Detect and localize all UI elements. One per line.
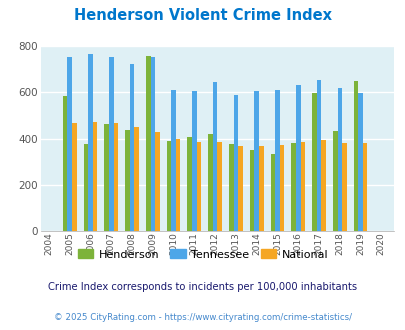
Bar — [134, 127, 139, 231]
Bar — [332, 131, 337, 231]
Bar — [295, 85, 300, 231]
Bar — [166, 141, 171, 231]
Bar — [233, 95, 238, 231]
Bar — [171, 90, 175, 231]
Bar — [155, 132, 159, 231]
Bar — [212, 82, 217, 231]
Bar — [192, 91, 196, 231]
Bar — [320, 140, 325, 231]
Bar — [208, 134, 212, 231]
Bar — [88, 54, 92, 231]
Bar — [311, 93, 316, 231]
Bar — [187, 137, 192, 231]
Bar — [254, 91, 258, 231]
Text: © 2025 CityRating.com - https://www.cityrating.com/crime-statistics/: © 2025 CityRating.com - https://www.city… — [54, 314, 351, 322]
Bar — [145, 56, 150, 231]
Bar — [249, 150, 254, 231]
Bar — [238, 146, 242, 231]
Bar — [316, 80, 320, 231]
Bar — [341, 143, 346, 231]
Text: Crime Index corresponds to incidents per 100,000 inhabitants: Crime Index corresponds to incidents per… — [48, 282, 357, 292]
Bar — [104, 124, 109, 231]
Bar — [113, 123, 118, 231]
Bar — [353, 81, 357, 231]
Bar — [217, 142, 222, 231]
Bar — [63, 96, 67, 231]
Bar — [83, 144, 88, 231]
Bar — [337, 87, 341, 231]
Bar — [279, 145, 283, 231]
Bar — [150, 57, 155, 231]
Bar — [175, 139, 180, 231]
Bar — [291, 143, 295, 231]
Text: Henderson Violent Crime Index: Henderson Violent Crime Index — [74, 8, 331, 23]
Bar — [357, 93, 362, 231]
Bar — [270, 154, 275, 231]
Bar — [72, 123, 77, 231]
Bar — [275, 90, 279, 231]
Bar — [228, 144, 233, 231]
Bar — [92, 122, 97, 231]
Legend: Henderson, Tennessee, National: Henderson, Tennessee, National — [73, 245, 332, 264]
Bar — [130, 64, 134, 231]
Bar — [125, 130, 130, 231]
Bar — [300, 142, 304, 231]
Bar — [258, 147, 263, 231]
Bar — [109, 57, 113, 231]
Bar — [196, 142, 201, 231]
Bar — [362, 144, 367, 231]
Bar — [67, 57, 72, 231]
